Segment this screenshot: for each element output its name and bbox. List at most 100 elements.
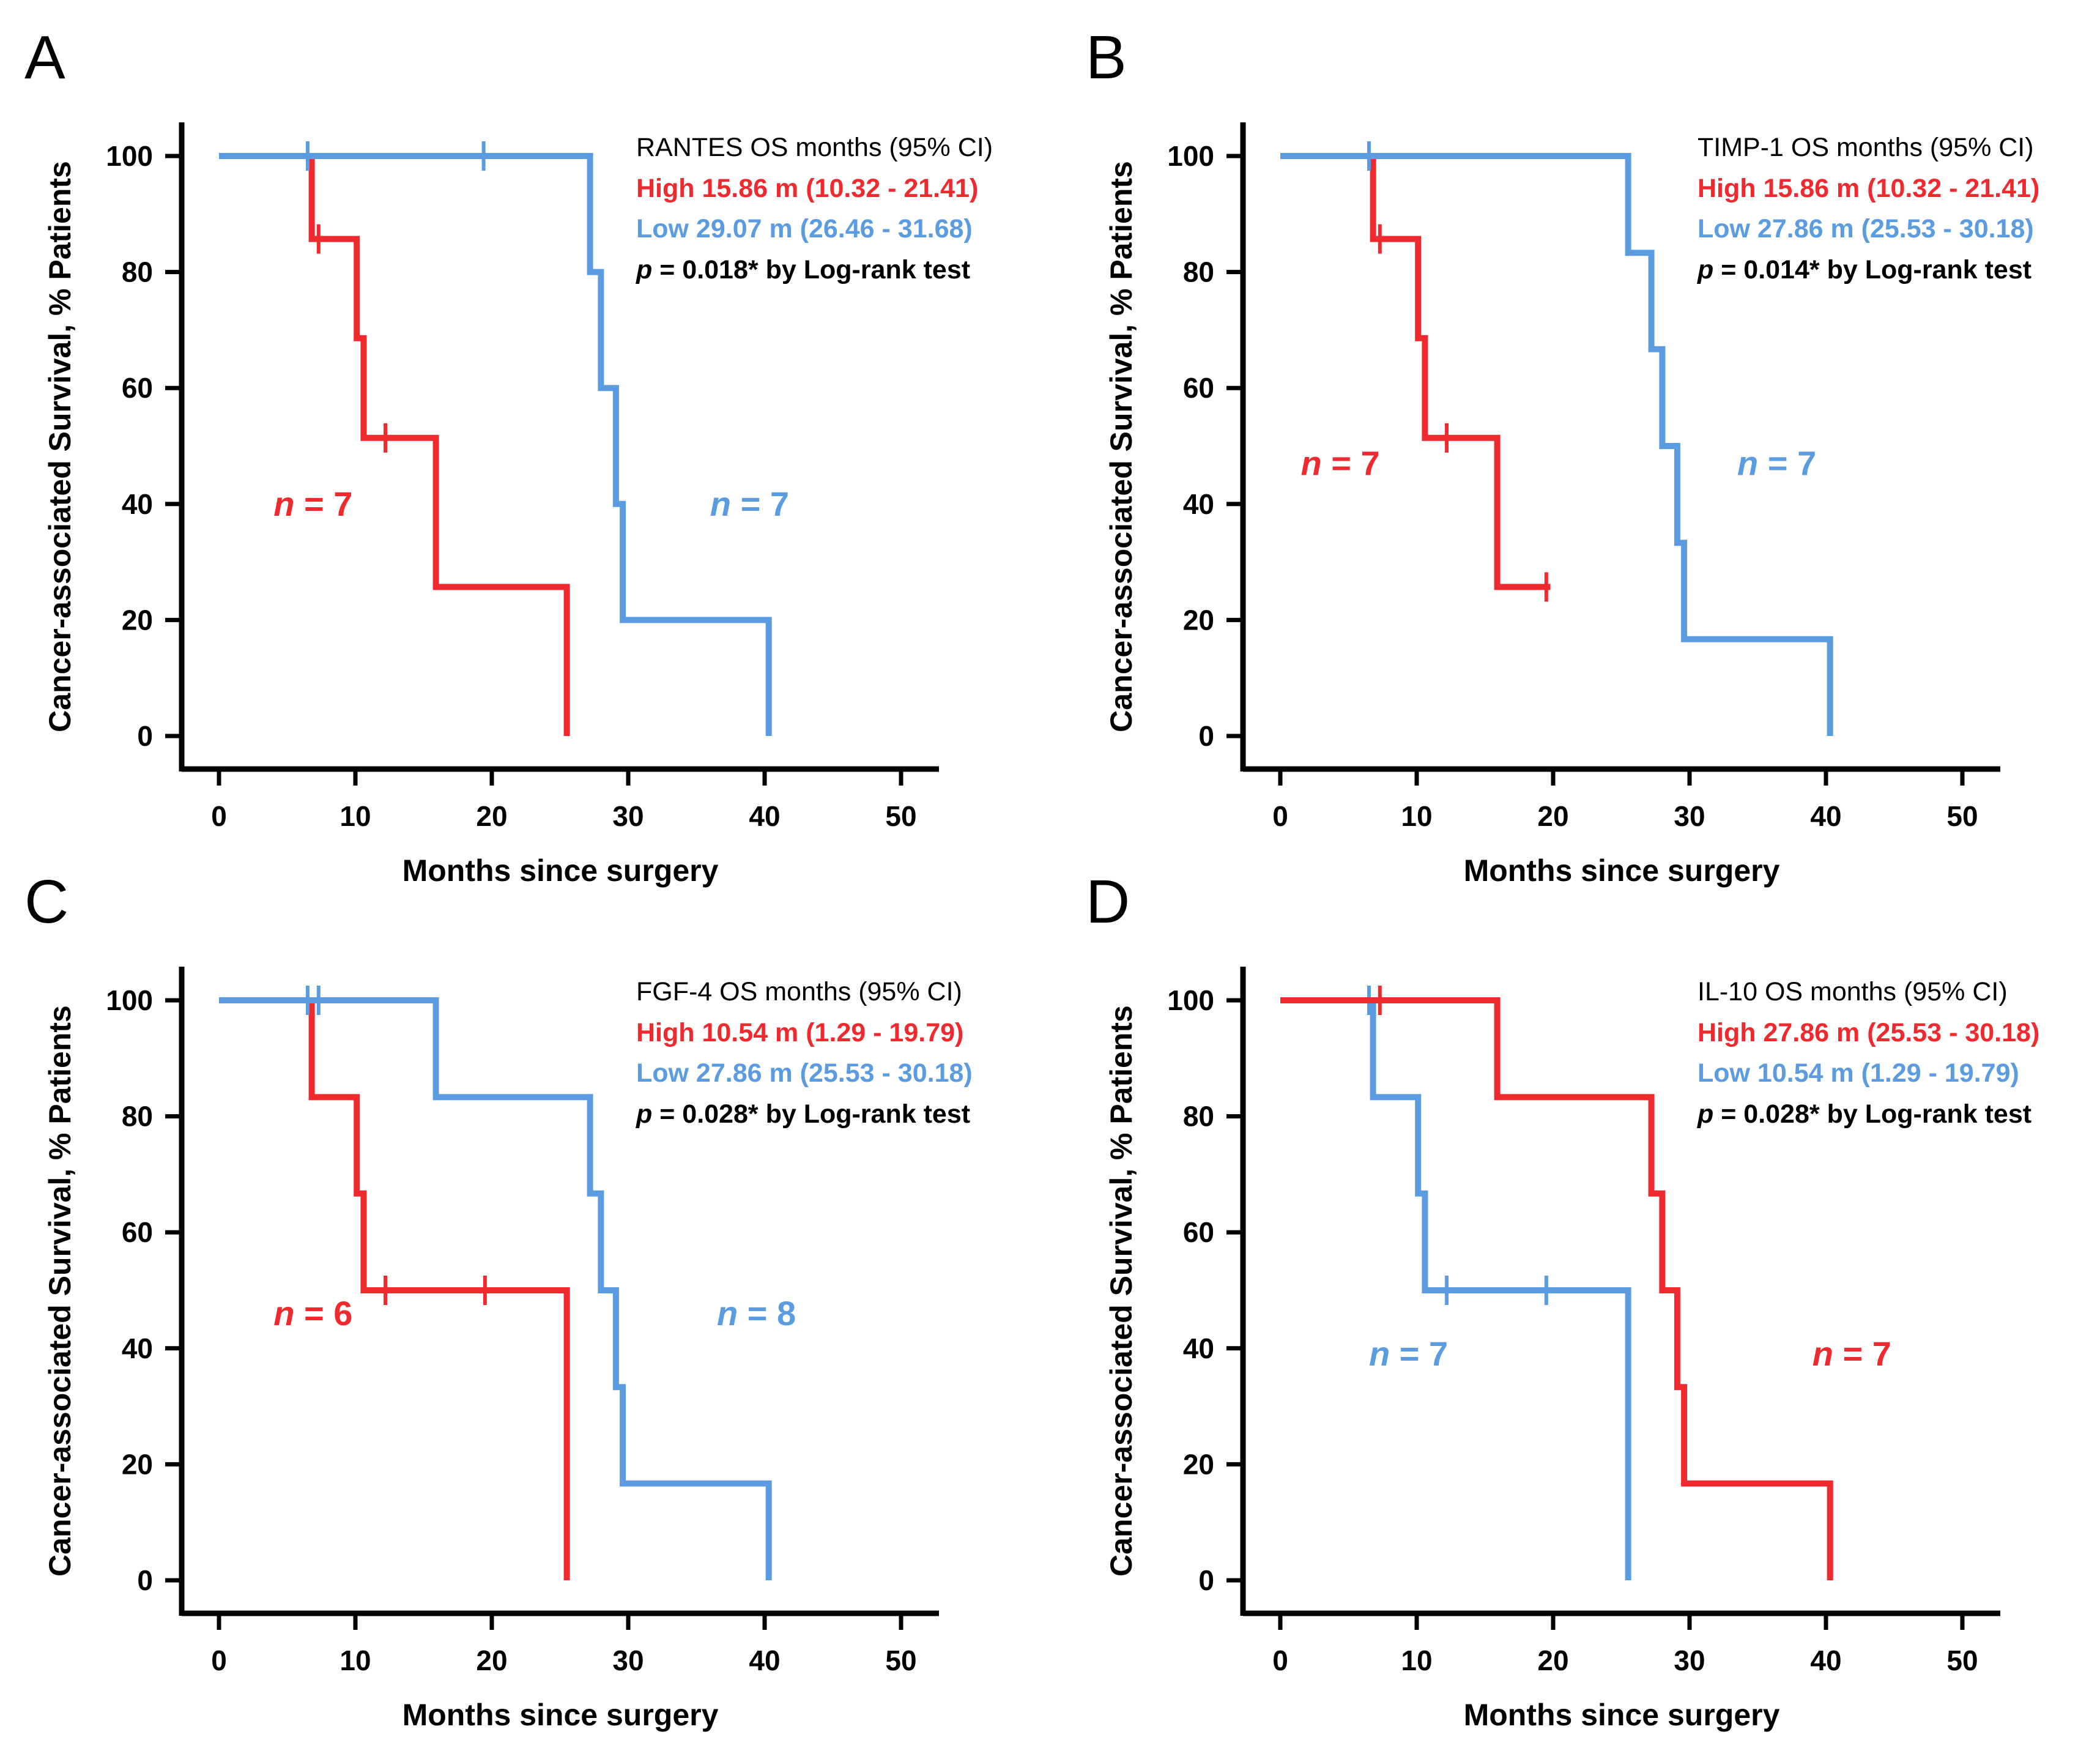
- n-symbol: n: [1369, 1334, 1390, 1373]
- series-high: n = 7: [1280, 986, 1891, 1580]
- y-tick-label: 80: [122, 1101, 153, 1132]
- y-tick-label: 100: [1167, 140, 1214, 172]
- n-label: n = 6: [273, 1294, 352, 1333]
- p-value-text: = 0.028* by Log-rank test: [1713, 1099, 2031, 1129]
- panel-letter: C: [24, 868, 69, 936]
- x-tick-label: 40: [1810, 800, 1841, 832]
- y-tick-label: 0: [1198, 1564, 1214, 1596]
- x-tick-label: 20: [1537, 1645, 1568, 1676]
- n-label: n = 7: [1737, 444, 1816, 482]
- n-label: n = 8: [717, 1294, 796, 1333]
- n-count: = 7: [1390, 1334, 1448, 1373]
- x-tick-label: 0: [1272, 800, 1288, 832]
- y-tick-label: 40: [122, 488, 153, 520]
- x-tick-label: 10: [339, 800, 371, 832]
- n-symbol: n: [1812, 1334, 1833, 1373]
- y-tick-label: 20: [1183, 1448, 1214, 1480]
- n-label: n = 7: [1300, 444, 1379, 482]
- series-low: n = 7: [219, 141, 789, 736]
- y-tick-label: 40: [122, 1333, 153, 1364]
- x-tick-label: 20: [1537, 800, 1568, 832]
- series-high: n = 7: [1280, 153, 1551, 602]
- n-count: = 8: [738, 1294, 796, 1333]
- x-axis-title: Months since surgery: [1464, 853, 1780, 888]
- survival-curve-high: [1280, 153, 1551, 590]
- x-axis-title: Months since surgery: [403, 853, 719, 888]
- n-symbol: n: [710, 485, 731, 523]
- p-symbol: p: [636, 255, 652, 284]
- legend-pvalue: p = 0.014* by Log-rank test: [1697, 255, 2031, 284]
- p-symbol: p: [1697, 255, 1713, 284]
- y-axis-title: Cancer-associated Survival, % Patients: [1104, 1005, 1138, 1577]
- y-tick-label: 80: [1183, 1101, 1214, 1132]
- p-symbol: p: [636, 1099, 652, 1129]
- survival-curve-high: [1280, 997, 1833, 1580]
- n-count: = 7: [1322, 444, 1380, 482]
- legend-heading: RANTES OS months (95% CI): [636, 133, 993, 162]
- n-symbol: n: [273, 1294, 294, 1333]
- y-tick-label: 80: [1183, 256, 1214, 288]
- x-tick-label: 30: [1674, 800, 1705, 832]
- y-tick-label: 20: [1183, 604, 1214, 636]
- y-tick-label: 40: [1183, 1333, 1214, 1364]
- y-tick-label: 80: [122, 256, 153, 288]
- x-tick-label: 10: [1401, 1645, 1432, 1676]
- y-tick-label: 100: [106, 984, 153, 1016]
- n-label: n = 7: [1812, 1334, 1891, 1373]
- y-tick-label: 60: [1183, 372, 1214, 404]
- x-tick-label: 20: [476, 800, 507, 832]
- legend-pvalue: p = 0.018* by Log-rank test: [636, 255, 970, 284]
- legend-pvalue: p = 0.028* by Log-rank test: [1697, 1099, 2031, 1129]
- n-symbol: n: [1737, 444, 1758, 482]
- panel-letter: A: [24, 23, 65, 92]
- panel-b: B 0 10 20 30 40 50 0 20 40 60 80 100 Months since sur…: [1086, 23, 2039, 888]
- panel-c: C 0 10 20 30 40 50 0 20 40 60 80 100 Months since sur…: [24, 868, 973, 1732]
- legend-low: Low 29.07 m (26.46 - 31.68): [636, 214, 973, 244]
- x-tick-label: 50: [885, 800, 916, 832]
- x-tick-label: 30: [1674, 1645, 1705, 1676]
- n-symbol: n: [717, 1294, 738, 1333]
- legend-heading: IL-10 OS months (95% CI): [1697, 977, 2008, 1006]
- panel-letter: B: [1086, 23, 1127, 92]
- legend-high: High 27.86 m (25.53 - 30.18): [1697, 1018, 2039, 1047]
- series-high: n = 6: [219, 997, 570, 1580]
- y-tick-label: 0: [137, 720, 153, 752]
- y-tick-label: 0: [1198, 720, 1214, 752]
- panel-a: A 0 10 20 30 40 50 0 20 40 60 80 100 Months since sur…: [24, 23, 993, 888]
- p-value-text: = 0.028* by Log-rank test: [652, 1099, 970, 1129]
- legend-high: High 10.54 m (1.29 - 19.79): [636, 1018, 963, 1047]
- series-high: n = 7: [219, 153, 570, 736]
- n-count: = 7: [294, 485, 352, 523]
- legend-low: Low 27.86 m (25.53 - 30.18): [636, 1058, 973, 1088]
- y-tick-label: 20: [122, 1448, 153, 1480]
- panel-letter: D: [1086, 868, 1130, 936]
- y-tick-label: 0: [137, 1564, 153, 1596]
- survival-curve-high: [219, 153, 570, 736]
- n-symbol: n: [1300, 444, 1321, 482]
- y-axis-title: Cancer-associated Survival, % Patients: [43, 1005, 77, 1577]
- n-symbol: n: [273, 485, 294, 523]
- series-low: n = 8: [219, 986, 796, 1580]
- n-count: = 7: [1758, 444, 1816, 482]
- y-axis-title: Cancer-associated Survival, % Patients: [1104, 161, 1138, 732]
- legend-low: Low 10.54 m (1.29 - 19.79): [1697, 1058, 2019, 1088]
- x-axis-title: Months since surgery: [403, 1698, 719, 1732]
- n-label: n = 7: [710, 485, 789, 523]
- legend-pvalue: p = 0.028* by Log-rank test: [636, 1099, 970, 1129]
- x-tick-label: 50: [1946, 1645, 1978, 1676]
- x-tick-label: 0: [211, 1645, 227, 1676]
- p-value-text: = 0.014* by Log-rank test: [1713, 255, 2031, 284]
- x-tick-label: 10: [339, 1645, 371, 1676]
- legend-heading: FGF-4 OS months (95% CI): [636, 977, 962, 1006]
- p-symbol: p: [1697, 1099, 1713, 1129]
- x-tick-label: 30: [612, 800, 644, 832]
- series-low: n = 7: [1280, 141, 1833, 736]
- y-axis-title: Cancer-associated Survival, % Patients: [43, 161, 77, 732]
- n-count: = 6: [294, 1294, 352, 1333]
- survival-curve-low: [219, 153, 772, 736]
- n-count: = 7: [1833, 1334, 1891, 1373]
- x-axis-title: Months since surgery: [1464, 1698, 1780, 1732]
- y-tick-label: 100: [1167, 984, 1214, 1016]
- x-tick-label: 40: [749, 800, 780, 832]
- x-tick-label: 40: [749, 1645, 780, 1676]
